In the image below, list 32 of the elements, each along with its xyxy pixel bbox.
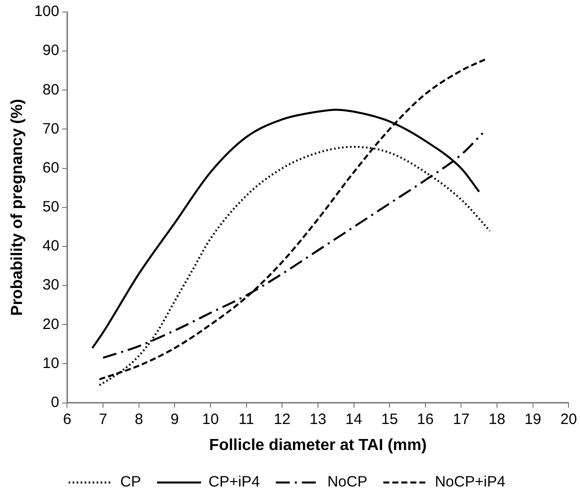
- x-tick-label: 13: [310, 410, 326, 428]
- x-tick-label: 11: [238, 410, 254, 428]
- x-tick-label: 16: [417, 410, 434, 428]
- legend-label: CP+iP4: [208, 474, 260, 491]
- y-tick-label: 20: [42, 316, 60, 333]
- y-tick-label: 50: [42, 198, 60, 216]
- x-axis-title: Follicle diameter at TAI (mm): [209, 436, 427, 454]
- x-tick-label: 19: [524, 410, 542, 428]
- x-tick-label: 12: [274, 410, 290, 428]
- y-tick-label: 0: [50, 394, 60, 411]
- y-tick-label: 90: [42, 42, 60, 60]
- legend-label: NoCP+iP4: [434, 474, 506, 491]
- x-tick-label: 14: [345, 410, 362, 428]
- y-tick-label: 80: [42, 81, 60, 98]
- y-tick-label: 10: [42, 354, 60, 372]
- y-tick-label: 60: [42, 159, 60, 176]
- legend-label: CP: [120, 474, 142, 491]
- y-tick-label: 40: [42, 238, 60, 255]
- x-tick-label: 9: [170, 410, 179, 428]
- x-tick-label: 6: [63, 410, 72, 428]
- legend-label: NoCP: [327, 474, 368, 491]
- y-tick-label: 70: [42, 120, 60, 138]
- x-tick-label: 7: [98, 410, 108, 428]
- x-tick-label: 20: [560, 410, 577, 428]
- x-tick-label: 15: [381, 410, 398, 428]
- y-axis-title: Probability of pregnancy (%): [9, 98, 26, 316]
- y-tick-label: 100: [34, 3, 60, 20]
- x-tick-label: 10: [202, 410, 219, 428]
- y-tick-label: 30: [42, 276, 60, 294]
- x-tick-label: 18: [488, 410, 506, 428]
- x-tick-label: 8: [134, 410, 144, 428]
- x-tick-label: 17: [452, 410, 470, 428]
